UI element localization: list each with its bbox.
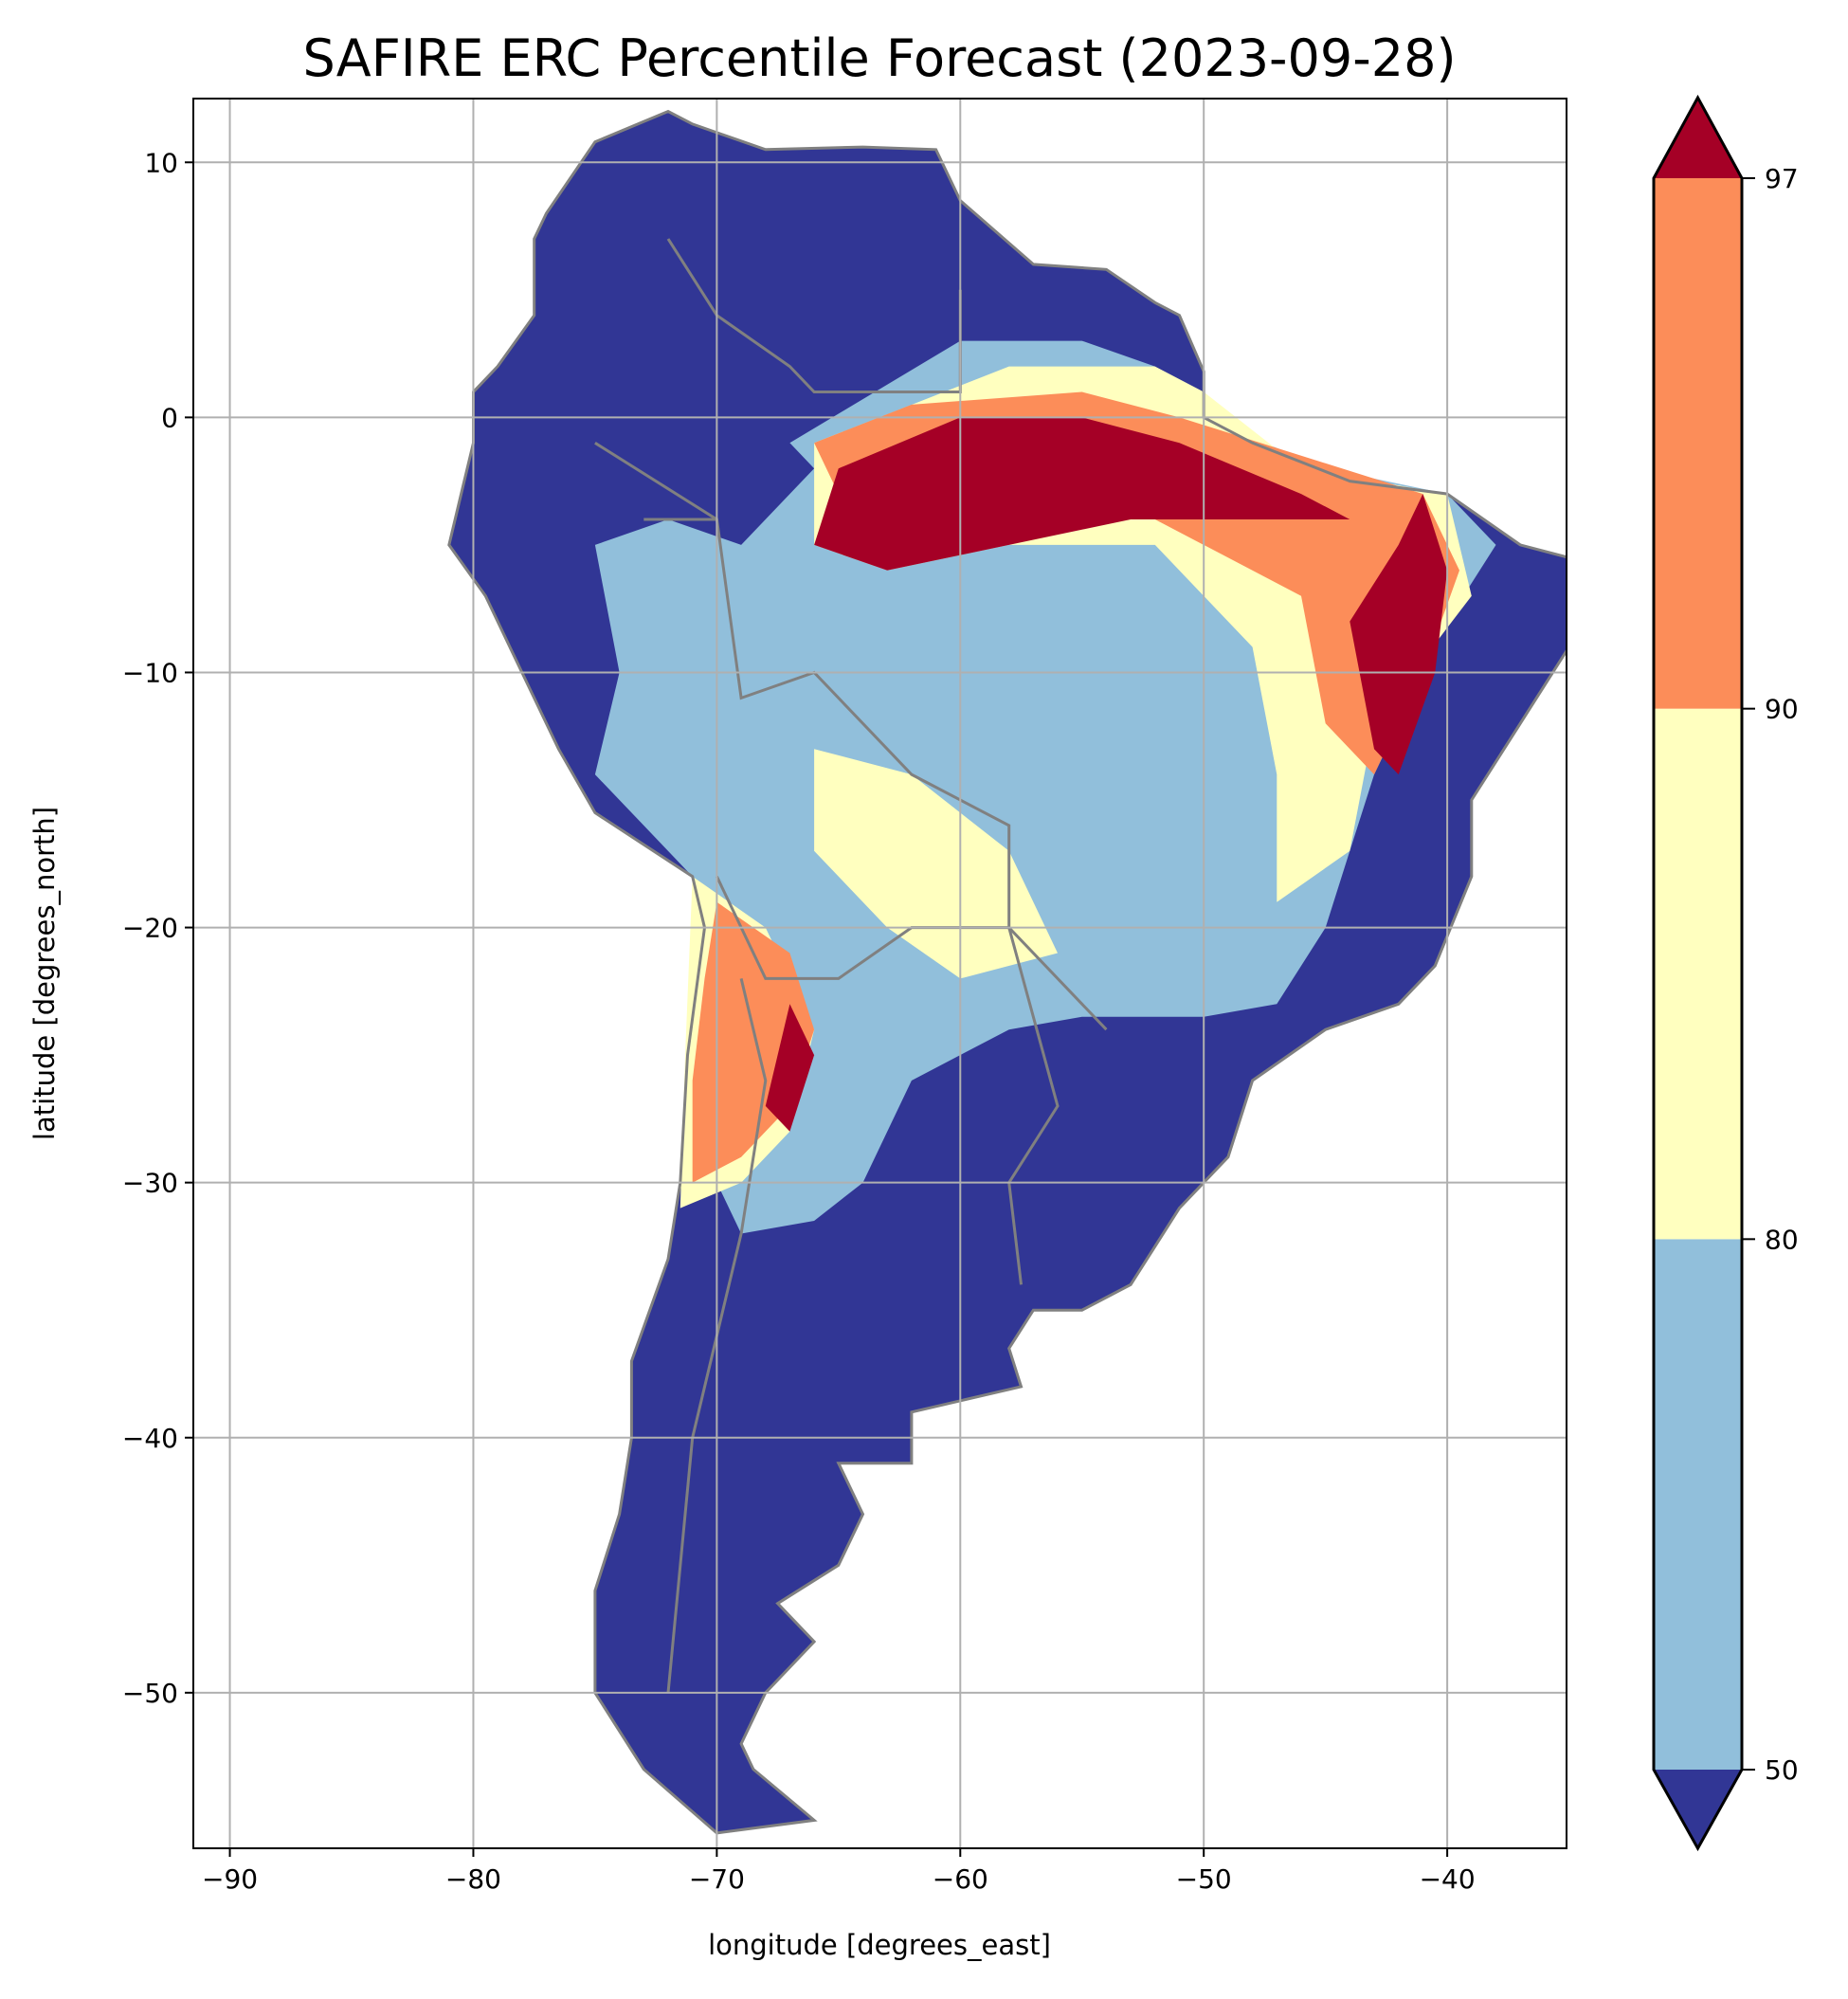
colorbar-segment — [1654, 1239, 1742, 1770]
country-border — [1007, 927, 1060, 1285]
region-above-97-andes — [765, 1004, 815, 1132]
colorbar-tick-label: 90 — [1765, 694, 1799, 725]
y-tick-label: −20 — [122, 913, 178, 944]
map-area — [447, 109, 1567, 1835]
y-tick-label: 10 — [144, 147, 178, 178]
coastline — [447, 109, 1567, 1835]
country-border — [643, 518, 1108, 1031]
region-above-97-northeast — [1350, 494, 1448, 775]
colorbar-tick-label: 50 — [1765, 1754, 1799, 1786]
y-tick-label: −30 — [122, 1168, 178, 1199]
gridlines — [193, 99, 1567, 1848]
region-above-97-amazon — [814, 417, 1350, 571]
x-tick-label: −60 — [933, 1863, 988, 1895]
x-tick-label: −40 — [1420, 1863, 1476, 1895]
country-border — [666, 978, 768, 1694]
y-tick-label: 0 — [161, 402, 178, 433]
x-tick-label: −80 — [445, 1863, 501, 1895]
colorbar-tick-label: 80 — [1765, 1224, 1799, 1255]
country-border — [594, 442, 718, 521]
colorbar-tick-label: 97 — [1765, 163, 1799, 194]
y-tick-label: −10 — [122, 657, 178, 688]
colorbar-extend-top — [1654, 98, 1742, 178]
axes-frame — [192, 98, 1567, 1849]
x-tick-label: −50 — [1176, 1863, 1232, 1895]
colorbar-segment — [1654, 178, 1742, 709]
colorbar-extend-bottom — [1654, 1770, 1742, 1848]
y-axis-label: latitude [degrees_north] — [28, 807, 61, 1140]
region-90-97-andes — [692, 901, 815, 1183]
axis-ticks: −90 −80 −70 −60 −50 −40 10 0 −10 −20 −30 −40 −50 — [122, 147, 1476, 1895]
y-tick-label: −50 — [122, 1678, 178, 1709]
chart-title: SAFIRE ERC Percentile Forecast (2023-09-… — [302, 28, 1456, 88]
region-80-90-central — [814, 749, 1058, 979]
x-tick-label: −90 — [202, 1863, 258, 1895]
y-tick-label: −40 — [122, 1423, 178, 1454]
x-axis-label: longitude [degrees_east] — [708, 1929, 1051, 1961]
colorbar-segment — [1654, 708, 1742, 1240]
colorbar: 50 80 90 97 — [1652, 94, 1799, 1852]
x-tick-label: −70 — [689, 1863, 745, 1895]
